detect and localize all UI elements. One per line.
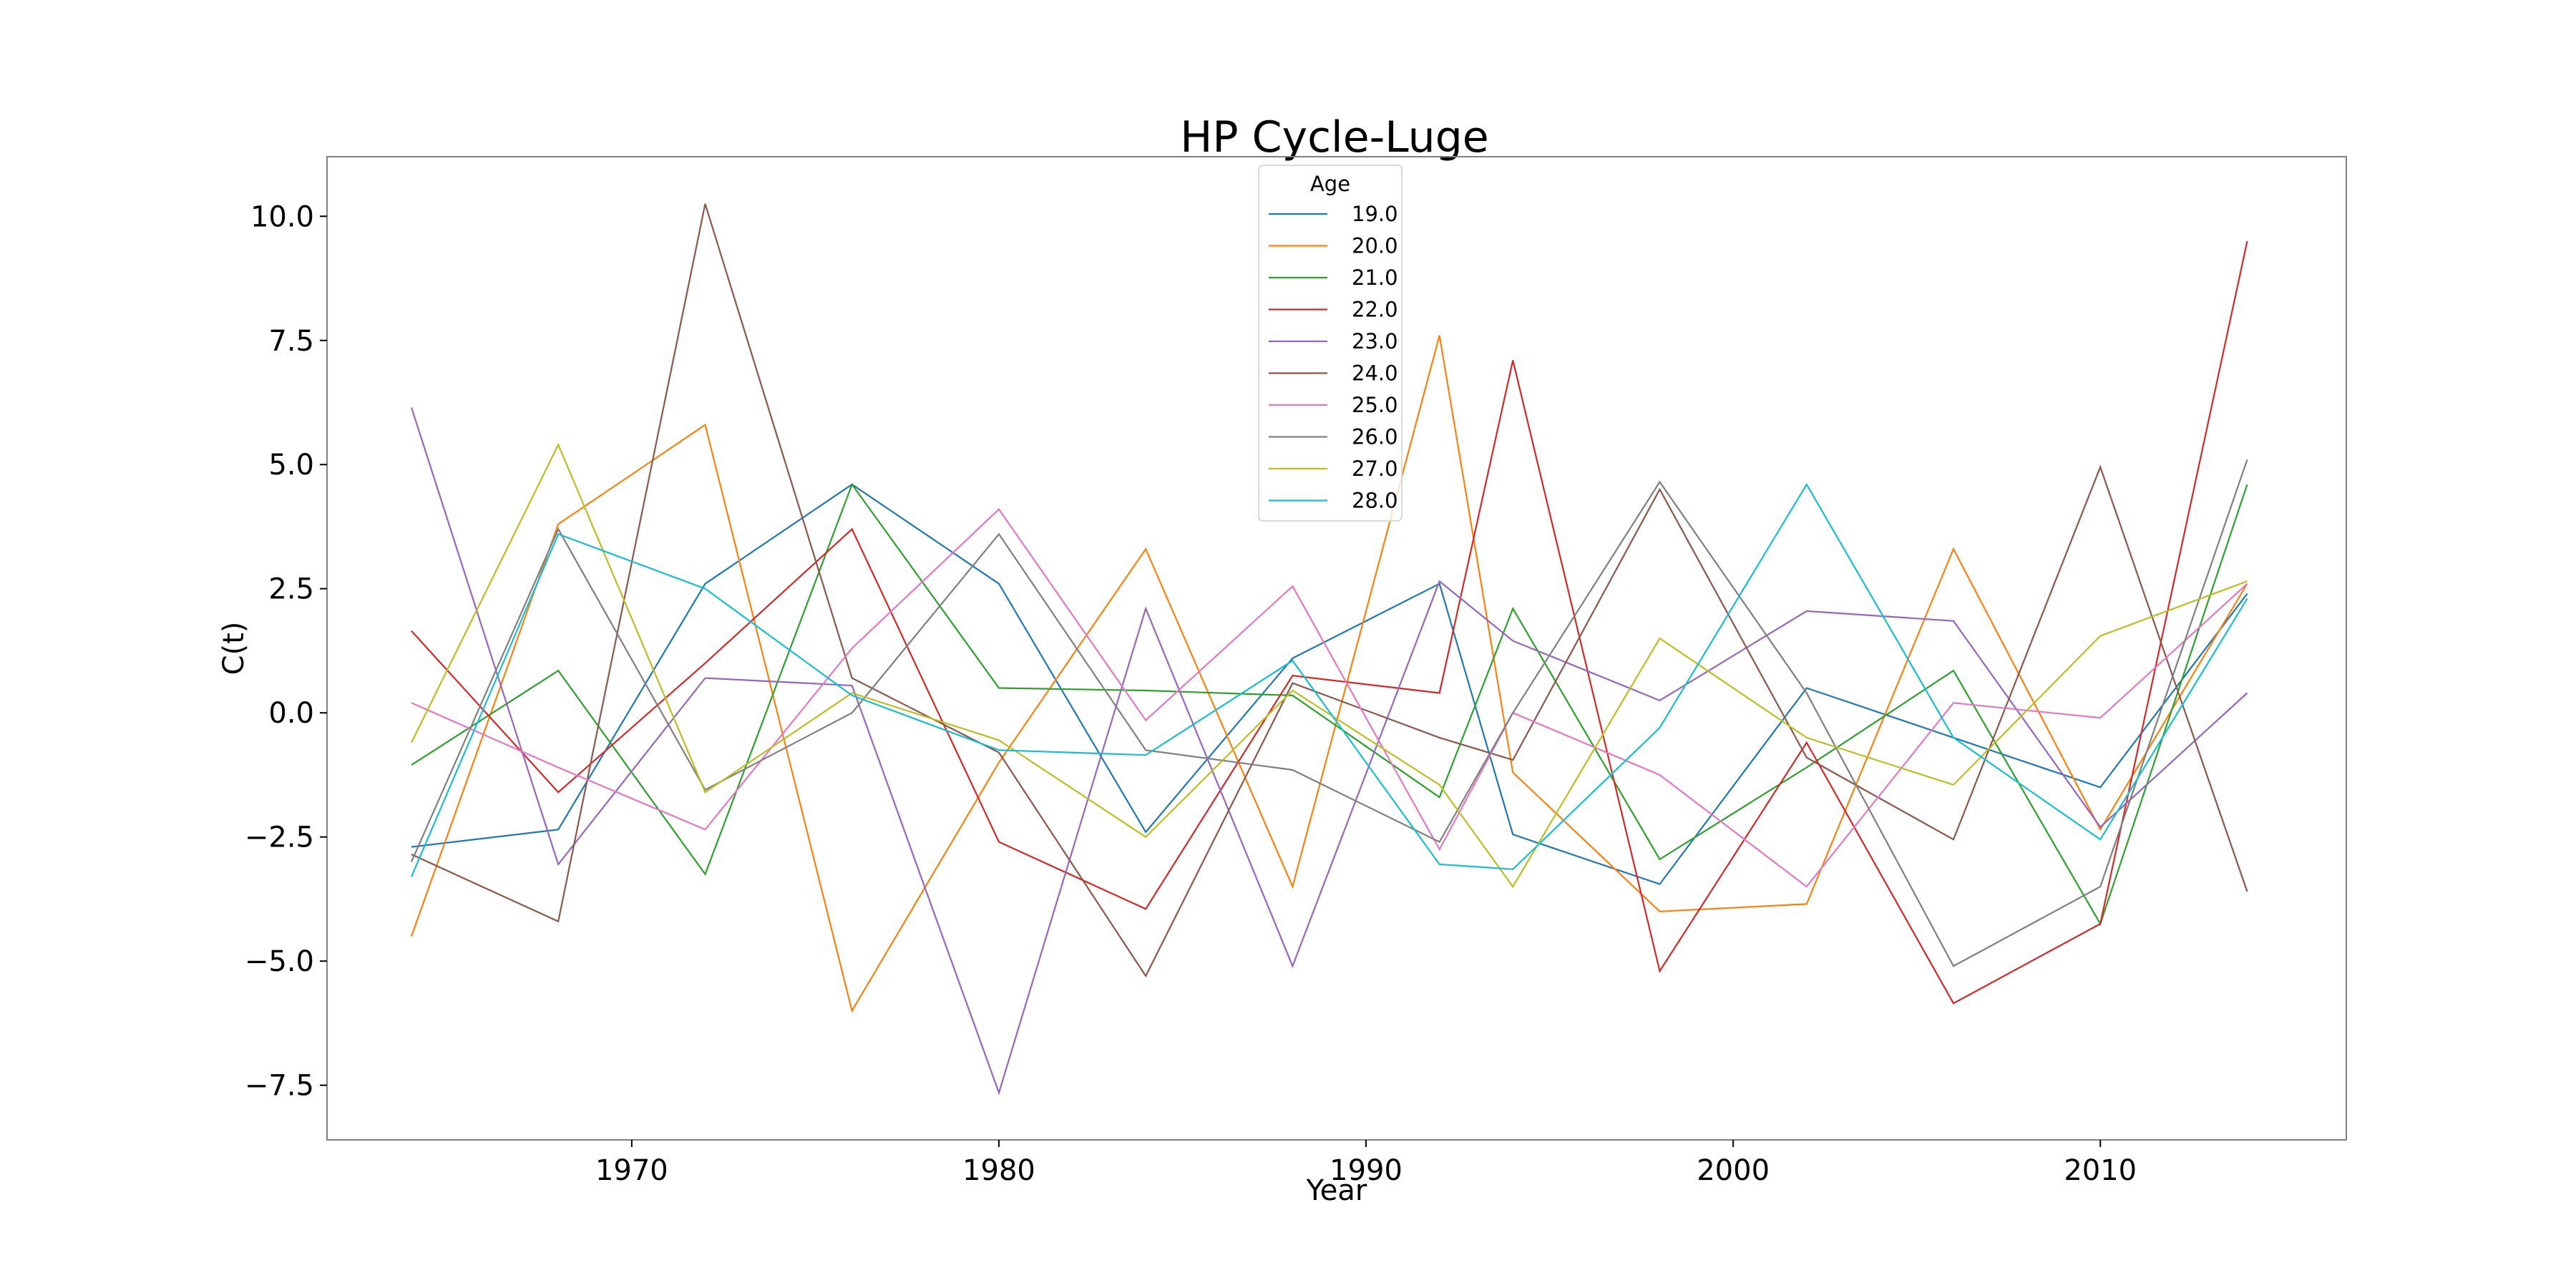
x-tick-label: 1980 <box>962 1154 1035 1187</box>
series-line-22-0 <box>411 240 2248 1005</box>
y-tick-label: 0.0 <box>268 697 314 730</box>
y-axis-label: C(t) <box>218 622 250 675</box>
plot-lines <box>410 203 2248 1096</box>
series-line-19-0 <box>411 483 2248 885</box>
legend-label: 21.0 <box>1352 265 1398 290</box>
x-tick-label: 1970 <box>595 1154 668 1187</box>
chart-title: HP Cycle-Luge <box>1180 112 1488 162</box>
y-tick-label: 5.0 <box>268 449 314 482</box>
y-tick-label: 2.5 <box>268 573 314 606</box>
series-line-28-0 <box>410 482 2248 877</box>
y-tick-label: −2.5 <box>245 821 314 854</box>
legend-label: 20.0 <box>1352 234 1398 258</box>
x-axis-label: Year <box>1306 1174 1367 1207</box>
plot-frame <box>326 156 2347 1141</box>
series-line-26-0 <box>410 459 2248 967</box>
legend-label: 22.0 <box>1352 298 1398 322</box>
series-line-27-0 <box>411 442 2248 889</box>
series-line-21-0 <box>411 482 2248 926</box>
x-tick-label: 1990 <box>1330 1154 1402 1187</box>
y-tick-label: −7.5 <box>245 1070 314 1103</box>
y-tick-label: −5.0 <box>245 945 314 978</box>
series-line-20-0 <box>410 335 2248 1013</box>
legend-label: 27.0 <box>1352 457 1398 481</box>
y-axis: −7.5 −5.0 −2.5 0.0 2.5 5.0 7.5 10.0 <box>245 200 327 1103</box>
y-tick-label: 10.0 <box>250 200 314 233</box>
legend-label: 19.0 <box>1352 202 1398 226</box>
x-tick-label: 2010 <box>2064 1154 2137 1187</box>
legend-label: 24.0 <box>1352 361 1398 386</box>
legend-label: 26.0 <box>1352 425 1398 449</box>
legend-box <box>1258 165 1402 522</box>
legend-label: 23.0 <box>1352 329 1398 353</box>
legend-title: Age <box>1310 172 1350 196</box>
y-tick-label: 7.5 <box>268 325 314 358</box>
legend-label: 25.0 <box>1352 393 1398 417</box>
x-tick-label: 2000 <box>1697 1154 1770 1187</box>
series-line-24-0 <box>411 203 2248 978</box>
series-line-25-0 <box>411 508 2248 888</box>
x-axis: 1970 1980 1990 2000 2010 <box>595 1140 2137 1187</box>
legend-label: 28.0 <box>1352 489 1398 513</box>
series-line-23-0 <box>410 407 2248 1096</box>
